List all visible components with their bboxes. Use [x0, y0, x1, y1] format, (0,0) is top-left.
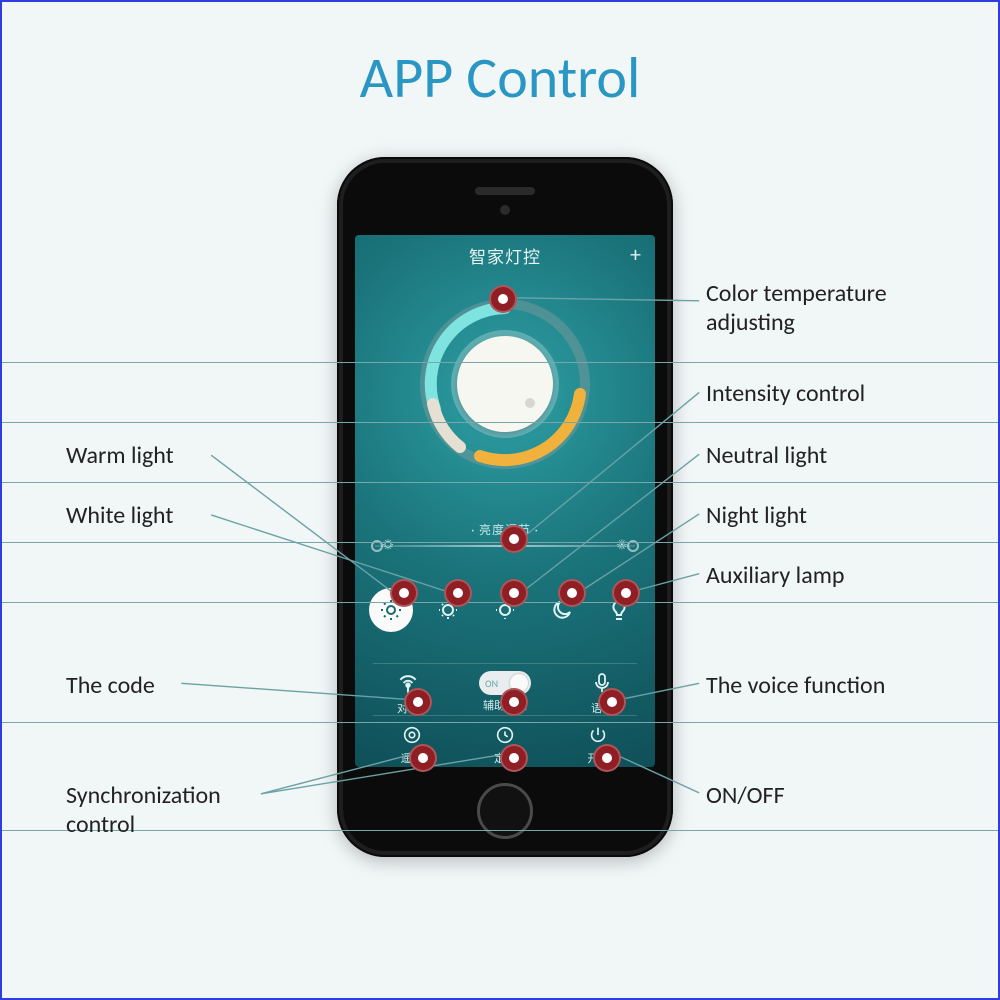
phone-speaker	[475, 187, 535, 195]
divider-line	[2, 602, 998, 603]
label-voice: The voice function	[706, 672, 885, 701]
brightness-high-icon: ☀	[617, 536, 627, 553]
label-intensity: Intensity control	[706, 380, 865, 409]
marker-code	[404, 688, 432, 716]
marker-night	[558, 579, 586, 607]
divider-line	[2, 722, 998, 723]
label-night: Night light	[706, 502, 807, 531]
marker-aux-toggle	[500, 688, 528, 716]
marker-sync	[500, 744, 528, 772]
label-onoff: ON/OFF	[706, 782, 785, 811]
marker-neutral	[500, 579, 528, 607]
marker-dial	[489, 285, 517, 313]
label-color-temp: Color temperature adjusting	[706, 280, 887, 338]
label-sync: Synchronization control	[66, 782, 221, 840]
label-neutral: Neutral light	[706, 442, 827, 471]
divider-line	[2, 422, 998, 423]
add-button[interactable]: +	[630, 241, 641, 268]
phone-camera	[500, 205, 510, 215]
dial-knob[interactable]	[457, 336, 553, 432]
toggle-label: ON	[485, 677, 498, 690]
marker-remote	[409, 744, 437, 772]
app-title: 智家灯控	[355, 243, 655, 268]
divider-line	[2, 482, 998, 483]
marker-slider	[500, 525, 528, 553]
color-temp-dial[interactable]	[410, 289, 600, 479]
marker-voice	[598, 688, 626, 716]
marker-onoff	[593, 744, 621, 772]
label-code: The code	[66, 672, 155, 701]
label-aux: Auxiliary lamp	[706, 562, 844, 591]
label-warm: Warm light	[66, 442, 174, 471]
app-divider	[373, 663, 637, 664]
label-white: White light	[66, 502, 173, 531]
marker-white	[444, 579, 472, 607]
brightness-low-icon: ☼	[383, 536, 393, 553]
page-title: APP Control	[360, 42, 641, 113]
divider-line	[2, 362, 998, 363]
marker-warm	[390, 579, 418, 607]
marker-aux	[612, 579, 640, 607]
